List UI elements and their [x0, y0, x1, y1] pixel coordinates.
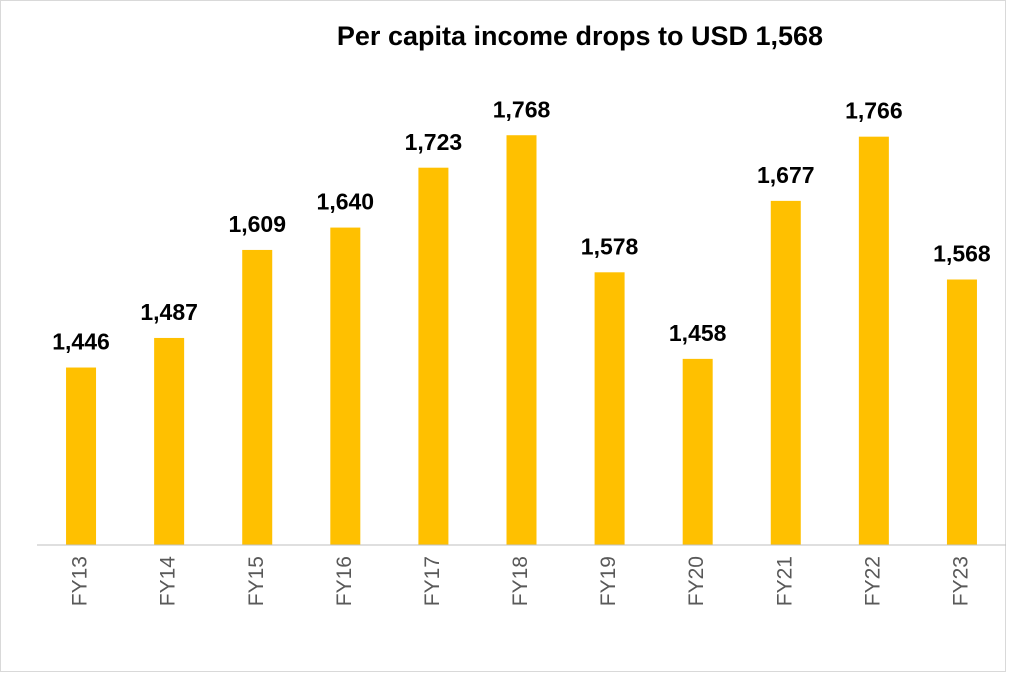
bar [330, 227, 361, 546]
bar [946, 279, 977, 545]
bar [242, 249, 273, 545]
x-tick-label: FY22 [861, 556, 884, 606]
data-label: 1,609 [228, 211, 286, 237]
data-label: 1,723 [405, 129, 463, 155]
bar [418, 167, 449, 545]
x-tick-label: FY20 [685, 556, 708, 606]
x-tick-label: FY19 [597, 556, 620, 606]
x-tick-label: FY17 [421, 556, 444, 606]
data-label: 1,766 [845, 98, 903, 124]
x-tick-label: FY13 [69, 556, 92, 606]
x-tick-label: FY21 [773, 556, 796, 606]
x-tick-label: FY15 [245, 556, 268, 606]
data-label: 1,458 [669, 320, 727, 346]
data-label: 1,568 [933, 241, 991, 267]
bar [506, 135, 537, 545]
data-label: 1,640 [317, 189, 375, 215]
bar [594, 272, 625, 545]
data-label: 1,768 [493, 96, 551, 122]
data-label: 1,677 [757, 162, 815, 188]
data-label: 1,578 [581, 233, 639, 259]
data-label: 1,487 [140, 299, 198, 325]
chart-title: Per capita income drops to USD 1,568 [337, 21, 823, 51]
bar [770, 200, 801, 545]
x-tick-label: FY14 [157, 556, 180, 607]
x-tick-label: FY18 [509, 556, 532, 606]
bar [154, 337, 185, 545]
bar [858, 136, 889, 545]
data-label: 1,446 [52, 329, 110, 355]
bar [682, 358, 713, 545]
x-tick-label: FY16 [333, 556, 356, 606]
bar [66, 367, 97, 545]
x-tick-label: FY23 [950, 556, 973, 606]
